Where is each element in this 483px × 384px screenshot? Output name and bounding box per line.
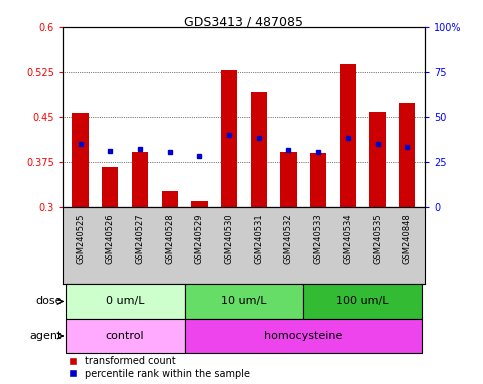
Bar xyxy=(340,64,356,207)
Bar xyxy=(161,190,178,207)
Bar xyxy=(251,92,267,207)
Bar xyxy=(102,167,118,207)
Bar xyxy=(191,201,208,207)
Text: control: control xyxy=(106,331,144,341)
Text: dose: dose xyxy=(36,296,62,306)
Bar xyxy=(280,152,297,207)
Bar xyxy=(185,319,422,353)
Text: agent: agent xyxy=(30,331,62,341)
Text: GSM240528: GSM240528 xyxy=(165,214,174,264)
Text: GSM240848: GSM240848 xyxy=(403,214,412,264)
Text: GSM240535: GSM240535 xyxy=(373,214,382,264)
Bar xyxy=(72,113,89,207)
Text: GSM240533: GSM240533 xyxy=(313,214,323,264)
Text: 0 um/L: 0 um/L xyxy=(106,296,144,306)
Text: GSM240527: GSM240527 xyxy=(136,214,144,264)
Text: GSM240532: GSM240532 xyxy=(284,214,293,264)
Text: GSM240525: GSM240525 xyxy=(76,214,85,264)
Bar xyxy=(185,284,303,319)
Text: GSM240531: GSM240531 xyxy=(254,214,263,264)
Bar xyxy=(66,319,185,353)
Bar xyxy=(310,153,327,207)
Legend: transformed count, percentile rank within the sample: transformed count, percentile rank withi… xyxy=(68,356,250,379)
Bar xyxy=(369,112,386,207)
Text: GSM240529: GSM240529 xyxy=(195,214,204,264)
Bar xyxy=(132,152,148,207)
Text: 100 um/L: 100 um/L xyxy=(337,296,389,306)
Text: GSM240526: GSM240526 xyxy=(106,214,115,264)
Text: homocysteine: homocysteine xyxy=(264,331,342,341)
Bar xyxy=(399,103,415,207)
Bar xyxy=(66,284,185,319)
Text: GDS3413 / 487085: GDS3413 / 487085 xyxy=(185,15,303,28)
Text: GSM240534: GSM240534 xyxy=(343,214,352,264)
Bar xyxy=(303,284,422,319)
Text: GSM240530: GSM240530 xyxy=(225,214,234,264)
Bar xyxy=(221,70,237,207)
Text: 10 um/L: 10 um/L xyxy=(221,296,267,306)
